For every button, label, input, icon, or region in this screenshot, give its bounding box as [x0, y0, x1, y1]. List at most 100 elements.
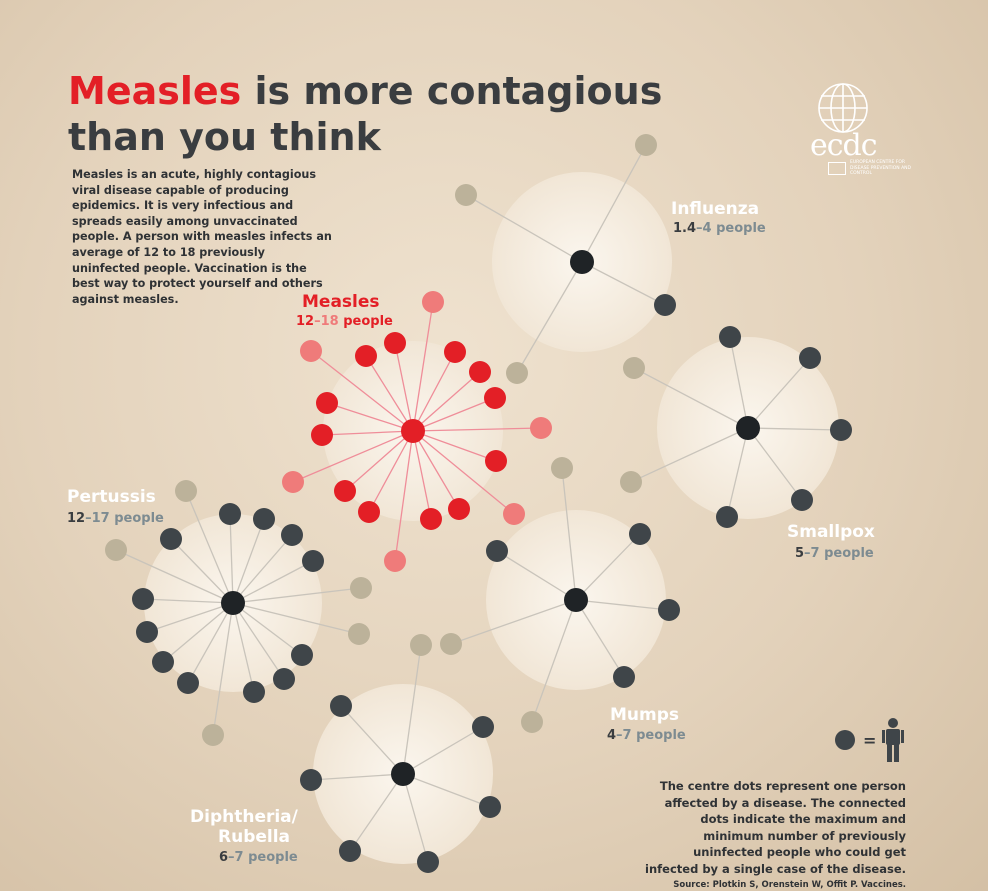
- smallpox-center-dot: [736, 416, 760, 440]
- measles-dark-dot: [334, 480, 356, 502]
- legend-key: =: [834, 716, 914, 766]
- mumps-dark-dot: [613, 666, 635, 688]
- smallpox-light-dot: [623, 357, 645, 379]
- mumps-center-dot: [564, 588, 588, 612]
- mumps-dark-dot: [629, 523, 651, 545]
- measles-center-dot: [401, 419, 425, 443]
- influenza-center-dot: [570, 250, 594, 274]
- cluster-smallpox: Smallpox 5–7 people: [620, 326, 875, 561]
- mumps-label: Mumps: [610, 705, 679, 725]
- smallpox-dark-dot: [719, 326, 741, 348]
- cluster-mumps: Mumps 4–7 people: [440, 457, 686, 743]
- mumps-dark-dot: [658, 599, 680, 621]
- smallpox-dark-dot: [830, 419, 852, 441]
- diphtheria-dark-dot: [339, 840, 361, 862]
- measles-dark-dot: [358, 501, 380, 523]
- influenza-light-dot: [455, 184, 477, 206]
- mumps-light-dot: [440, 633, 462, 655]
- pertussis-dark-dot: [291, 644, 313, 666]
- measles-light-dot: [282, 471, 304, 493]
- influenza-count: 1.4–4 people: [673, 221, 766, 236]
- measles-dark-dot: [469, 361, 491, 383]
- pertussis-light-dot: [348, 623, 370, 645]
- globe-icon: [818, 83, 868, 133]
- pertussis-dark-dot: [152, 651, 174, 673]
- pertussis-light-dot: [202, 724, 224, 746]
- pertussis-dark-dot: [302, 550, 324, 572]
- diphtheria-count: 6–7 people: [219, 850, 298, 865]
- logo-subtitle: EUROPEAN CENTRE FOR DISEASE PREVENTION A…: [850, 160, 911, 176]
- measles-dark-dot: [484, 387, 506, 409]
- measles-dark-dot: [384, 332, 406, 354]
- measles-label: Measles: [302, 292, 380, 312]
- pertussis-light-dot: [350, 577, 372, 599]
- pertussis-label: Pertussis: [67, 487, 156, 507]
- legend-description: The centre dots represent one person aff…: [645, 779, 906, 876]
- smallpox-dark-dot: [716, 506, 738, 528]
- influenza-label: Influenza: [671, 199, 759, 219]
- title-line2: than you think: [68, 115, 381, 159]
- smallpox-dark-dot: [799, 347, 821, 369]
- eu-flag-icon: [828, 162, 846, 175]
- cluster-pertussis: Pertussis 12–17 people: [67, 480, 372, 746]
- pertussis-dark-dot: [177, 672, 199, 694]
- mumps-light-dot: [551, 457, 573, 479]
- influenza-light-dot: [506, 362, 528, 384]
- smallpox-count: 5–7 people: [795, 546, 874, 561]
- pertussis-dark-dot: [136, 621, 158, 643]
- smallpox-light-dot: [620, 471, 642, 493]
- measles-dark-dot: [420, 508, 442, 530]
- measles-dark-dot: [311, 424, 333, 446]
- measles-count: 12–18 people: [296, 314, 393, 329]
- measles-dark-dot: [444, 341, 466, 363]
- cluster-influenza: Influenza 1.4–4 people: [455, 134, 766, 384]
- measles-light-dot: [530, 417, 552, 439]
- pertussis-dark-dot: [160, 528, 182, 550]
- ecdc-logo: ecdc EUROPEAN CENTRE FOR DISEASE PREVENT…: [800, 80, 920, 180]
- pertussis-count: 12–17 people: [67, 511, 164, 526]
- diphtheria-light-dot: [410, 634, 432, 656]
- person-icon: [882, 718, 904, 762]
- diphtheria-dark-dot: [330, 695, 352, 717]
- pertussis-light-dot: [105, 539, 127, 561]
- pertussis-dark-dot: [253, 508, 275, 530]
- logo-wordmark: ecdc: [810, 128, 878, 163]
- mumps-count: 4–7 people: [607, 728, 686, 743]
- measles-light-dot: [300, 340, 322, 362]
- measles-dark-dot: [355, 345, 377, 367]
- diphtheria-dark-dot: [417, 851, 439, 873]
- diphtheria-label-line1: Diphtheria/: [190, 807, 299, 827]
- measles-light-dot: [422, 291, 444, 313]
- mumps-dark-dot: [486, 540, 508, 562]
- source-citation: Source: Plotkin S, Orenstein W, Offit P.…: [673, 880, 906, 890]
- diphtheria-label-line2: Rubella: [218, 827, 290, 847]
- pertussis-dark-dot: [219, 503, 241, 525]
- measles-dark-dot: [448, 498, 470, 520]
- influenza-light-dot: [635, 134, 657, 156]
- diphtheria-dark-dot: [472, 716, 494, 738]
- title-line1-rest: is more contagious: [241, 69, 663, 113]
- diphtheria-dark-dot: [479, 796, 501, 818]
- pertussis-light-dot: [175, 480, 197, 502]
- pertussis-dark-dot: [273, 668, 295, 690]
- pertussis-dark-dot: [281, 524, 303, 546]
- diphtheria-center-dot: [391, 762, 415, 786]
- influenza-dark-dot: [654, 294, 676, 316]
- cluster-measles: Measles 12–18 people: [282, 291, 552, 572]
- measles-dark-dot: [316, 392, 338, 414]
- intro-text: Measles is an acute, highly contagious v…: [72, 168, 332, 306]
- title-highlight: Measles: [68, 69, 242, 113]
- smallpox-dark-dot: [791, 489, 813, 511]
- pertussis-center-dot: [221, 591, 245, 615]
- pertussis-dark-dot: [132, 588, 154, 610]
- diphtheria-dark-dot: [300, 769, 322, 791]
- measles-dark-dot: [485, 450, 507, 472]
- measles-light-dot: [503, 503, 525, 525]
- page-title: Measles is more contagious than you think: [68, 68, 662, 160]
- pertussis-dark-dot: [243, 681, 265, 703]
- measles-light-dot: [384, 550, 406, 572]
- center-dot-icon: [835, 730, 855, 750]
- cluster-diphtheria-rubella: Diphtheria/ Rubella 6–7 people: [190, 634, 501, 873]
- legend-equals: =: [863, 731, 876, 750]
